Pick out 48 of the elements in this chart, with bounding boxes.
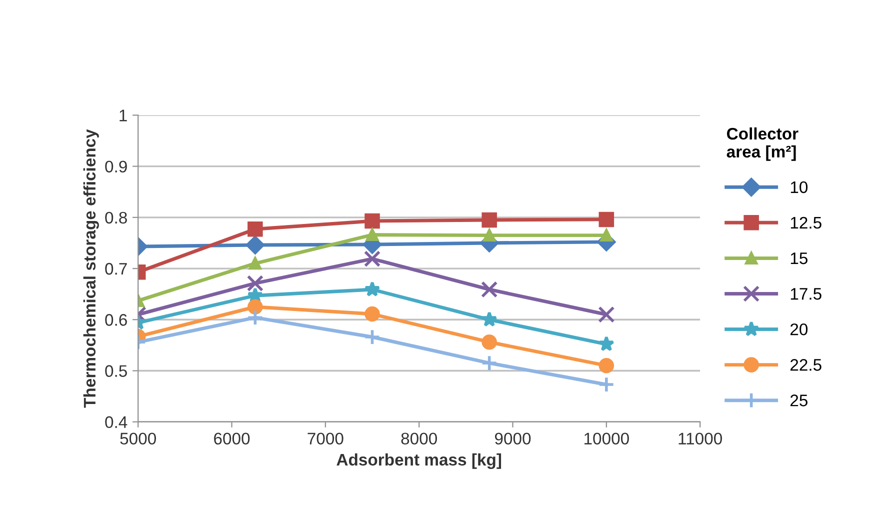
y-tick-label: 0.9 xyxy=(105,160,127,173)
point xyxy=(248,299,263,314)
legend-label: 17.5 xyxy=(790,288,822,300)
legend-label: 20 xyxy=(790,323,808,336)
point xyxy=(481,311,498,327)
point xyxy=(480,281,498,298)
y-tick-label: 0.8 xyxy=(105,212,127,224)
legend-label: 15 xyxy=(790,252,808,264)
point xyxy=(364,306,380,322)
x-axis-title: Adsorbent mass [kg] xyxy=(336,453,502,469)
legend-label: 22.5 xyxy=(790,359,822,371)
legend-label: 10 xyxy=(790,181,808,194)
x-tick-label: 6000 xyxy=(214,432,250,445)
point xyxy=(600,229,613,242)
x-tick-label: 5000 xyxy=(120,432,156,445)
point xyxy=(366,228,378,242)
y-tick-label: 0.4 xyxy=(105,416,128,428)
point xyxy=(483,229,496,242)
y-tick-label: 0.5 xyxy=(105,365,127,377)
point xyxy=(598,358,614,374)
y-tick-label: 0.7 xyxy=(105,262,127,275)
point xyxy=(246,236,264,254)
point xyxy=(364,250,381,268)
point xyxy=(364,281,380,296)
legend-label: 25 xyxy=(790,394,808,406)
point xyxy=(246,275,264,292)
point xyxy=(480,354,498,372)
y-tick-label: 0.6 xyxy=(105,314,127,326)
point xyxy=(482,334,497,350)
y-axis-title: Thermochemical storage efficiency xyxy=(83,129,99,408)
legend-title: Collector area [m²] xyxy=(726,127,798,161)
point xyxy=(364,328,381,346)
x-tick-label: 9000 xyxy=(494,432,531,445)
point xyxy=(598,212,614,228)
point xyxy=(248,257,262,270)
x-tick-label: 8000 xyxy=(401,432,437,445)
y-tick-label: 1 xyxy=(120,110,127,122)
point xyxy=(598,336,614,352)
point xyxy=(248,222,263,237)
legend-label: 12.5 xyxy=(790,216,822,229)
point xyxy=(482,212,497,228)
x-tick-label: 10000 xyxy=(584,432,629,445)
point xyxy=(598,376,615,393)
point xyxy=(364,213,380,229)
point xyxy=(598,306,615,323)
x-tick-label: 11000 xyxy=(678,432,722,445)
x-tick-label: 7000 xyxy=(308,432,344,445)
point xyxy=(246,309,264,326)
